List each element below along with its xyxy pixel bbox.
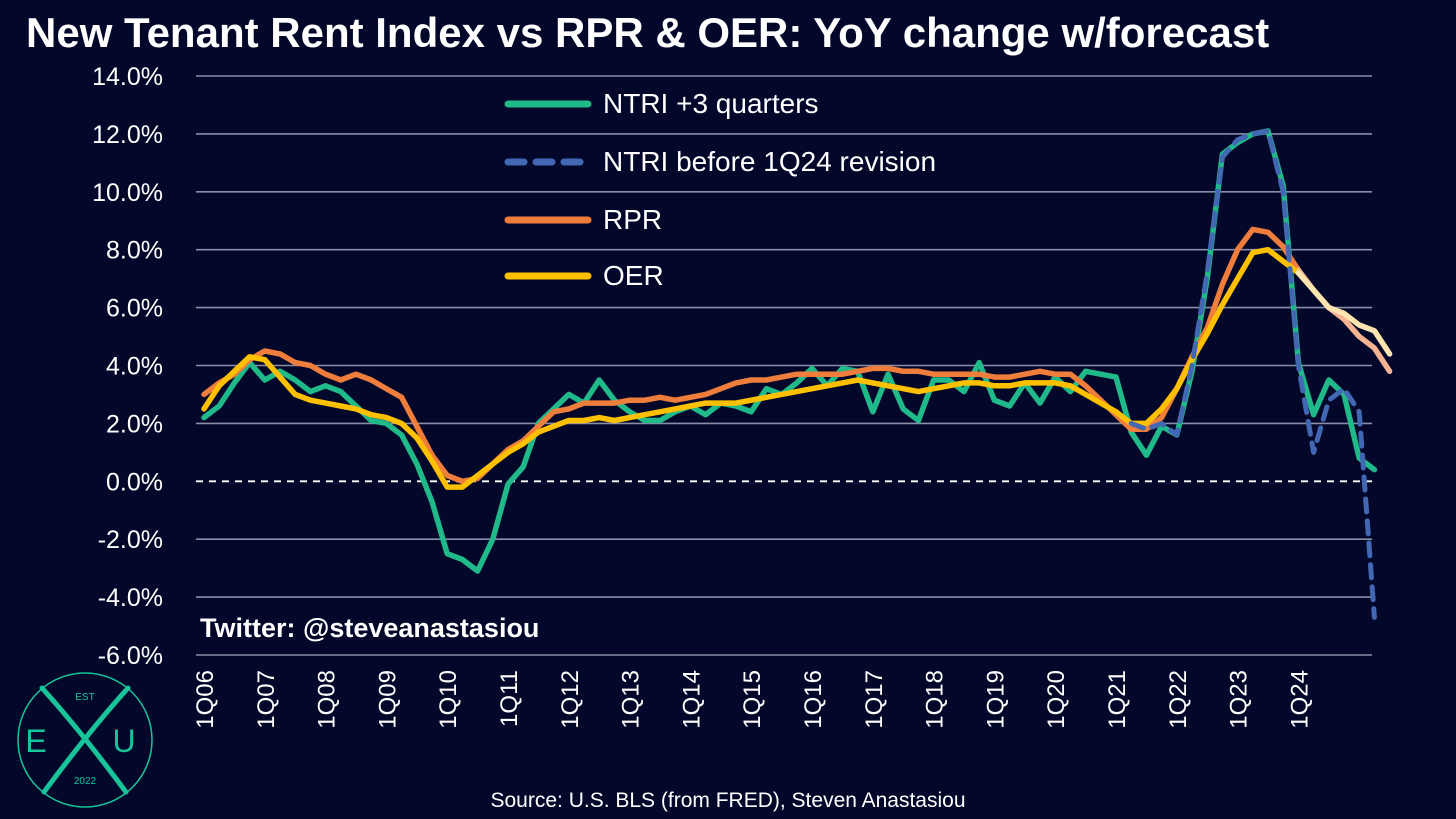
y-tick-label: 14.0%: [92, 63, 163, 91]
series-line: [201, 246, 1302, 490]
x-axis-ticks: 1Q06 1Q07 1Q08 1Q09 1Q10 1Q11 1Q12 1Q13 1Q14 1Q15…: [192, 670, 1313, 729]
gridlines: [196, 75, 1372, 656]
x-tick-label: 1Q24: [1286, 670, 1313, 729]
logo-letter-e: E: [25, 723, 46, 759]
exu-logo: EST E U 2022: [17, 672, 153, 808]
series-forecast-line: [1295, 270, 1393, 357]
x-tick-label: 1Q13: [618, 670, 645, 729]
y-tick-label: -4.0%: [98, 584, 163, 612]
x-tick-label: 1Q22: [1165, 670, 1192, 729]
y-tick-label: 8.0%: [106, 237, 163, 265]
y-tick-label: 0.0%: [106, 468, 163, 496]
chart-title: New Tenant Rent Index vs RPR & OER: YoY …: [26, 9, 1269, 56]
series-line: [1128, 128, 1377, 620]
y-tick-label: 4.0%: [106, 353, 163, 381]
legend-label: RPR: [603, 204, 662, 235]
y-axis-ticks: -6.0% -4.0% -2.0% 0.0% 2.0% 4.0% 6.0% 8.0% 10.0%…: [92, 63, 163, 670]
logo-year: 2022: [74, 776, 97, 787]
x-tick-label: 1Q10: [435, 670, 462, 729]
y-tick-label: 2.0%: [106, 410, 163, 438]
x-tick-label: 1Q12: [557, 670, 584, 729]
x-tick-label: 1Q20: [1043, 670, 1070, 729]
y-tick-label: 10.0%: [92, 179, 163, 207]
x-tick-label: 1Q19: [982, 670, 1009, 729]
twitter-annotation: Twitter: @steveanastasiou: [200, 613, 539, 643]
x-tick-label: 1Q09: [374, 670, 401, 729]
series-lines: [201, 128, 1393, 620]
x-tick-label: 1Q21: [1104, 670, 1131, 729]
x-tick-label: 1Q17: [861, 670, 888, 729]
x-tick-label: 1Q07: [253, 670, 280, 729]
x-tick-label: 1Q06: [192, 670, 219, 729]
y-tick-label: 12.0%: [92, 121, 163, 149]
x-tick-label: 1Q11: [496, 670, 523, 727]
source-note: Source: U.S. BLS (from FRED), Steven Ana…: [490, 789, 965, 812]
logo-est: EST: [75, 692, 94, 703]
legend-label: NTRI +3 quarters: [603, 88, 819, 119]
x-tick-label: 1Q23: [1226, 670, 1253, 729]
x-tick-label: 1Q08: [314, 670, 341, 729]
logo-ring: [17, 672, 153, 808]
legend: NTRI +3 quarters NTRI before 1Q24 revisio…: [504, 88, 936, 291]
x-tick-label: 1Q14: [678, 670, 705, 729]
legend-label: OER: [603, 260, 664, 291]
logo-swoosh-b: [41, 685, 131, 795]
y-tick-label: 6.0%: [106, 295, 163, 323]
x-tick-label: 1Q18: [922, 670, 949, 729]
y-tick-label: -6.0%: [98, 642, 163, 670]
x-tick-label: 1Q16: [800, 670, 827, 729]
series-line: [201, 128, 1378, 574]
logo-swoosh-a: [39, 685, 129, 795]
logo-letter-u: U: [112, 723, 135, 759]
y-tick-label: -2.0%: [98, 526, 163, 554]
legend-label: NTRI before 1Q24 revision: [603, 146, 936, 177]
x-tick-label: 1Q15: [739, 670, 766, 729]
